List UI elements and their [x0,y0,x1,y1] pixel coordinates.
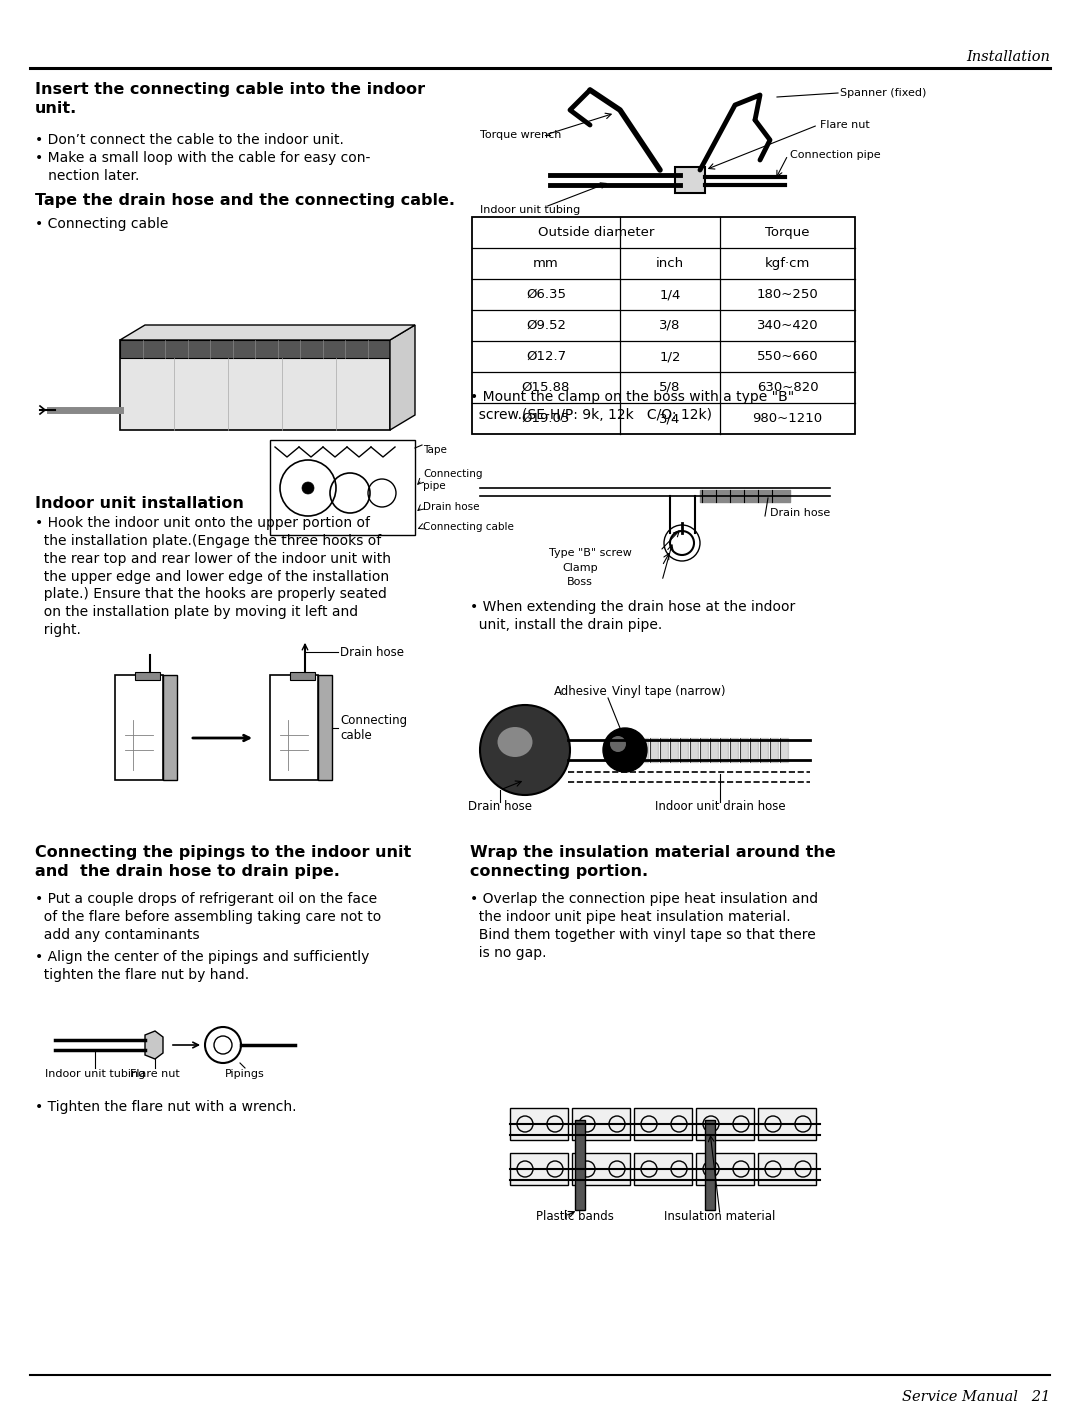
Bar [291,672,315,680]
Text: • Connecting cable: • Connecting cable [35,216,168,230]
Text: mm: mm [534,257,558,270]
Text: Type "B" screw: Type "B" screw [549,548,632,558]
Text: 550~660: 550~660 [757,350,819,362]
Text: 180~250: 180~250 [757,288,819,301]
Bar [572,1109,630,1139]
Text: Service Manual   21: Service Manual 21 [902,1390,1050,1404]
Text: Ø12.7: Ø12.7 [526,350,566,362]
Text: Plastic bands: Plastic bands [536,1210,613,1222]
Text: Connecting
pipe: Connecting pipe [423,469,483,490]
Text: • Align the center of the pipings and sufficiently
  tighten the flare nut by ha: • Align the center of the pipings and su… [35,950,369,982]
Bar [634,1154,692,1184]
Text: Pipings: Pipings [225,1069,265,1079]
Text: inch: inch [656,257,684,270]
Text: 5/8: 5/8 [659,381,680,393]
Bar [270,674,318,780]
Bar [163,674,177,780]
Bar [575,1120,585,1210]
Bar [510,1154,568,1184]
Text: Spanner (fixed): Spanner (fixed) [840,89,927,98]
Text: Connecting
cable: Connecting cable [340,714,407,742]
Text: Indoor unit tubing: Indoor unit tubing [480,205,580,215]
Text: Indoor unit tubing: Indoor unit tubing [45,1069,145,1079]
Text: Tape the drain hose and the connecting cable.: Tape the drain hose and the connecting c… [35,192,455,208]
Text: Ø6.35: Ø6.35 [526,288,566,301]
Text: Connecting cable: Connecting cable [423,523,514,532]
Bar [135,672,160,680]
Bar [472,216,855,434]
Bar [696,1109,754,1139]
Ellipse shape [498,726,532,757]
Bar [758,1109,816,1139]
Text: Torque wrench: Torque wrench [480,131,562,140]
Text: Drain hose: Drain hose [340,645,404,659]
Text: Clamp: Clamp [563,563,598,573]
Text: Drain hose: Drain hose [770,509,831,518]
Text: 340~420: 340~420 [757,319,819,332]
Text: Adhesive: Adhesive [554,686,608,698]
Circle shape [603,728,647,771]
Bar [270,440,415,535]
Polygon shape [145,1031,163,1059]
Text: 980~1210: 980~1210 [753,412,823,424]
Text: kgf·cm: kgf·cm [765,257,810,270]
Text: Torque: Torque [766,226,810,239]
Text: • Hook the indoor unit onto the upper portion of
  the installation plate.(Engag: • Hook the indoor unit onto the upper po… [35,516,391,636]
Text: Flare nut: Flare nut [130,1069,180,1079]
Text: Vinyl tape (narrow): Vinyl tape (narrow) [612,686,726,698]
Text: 1/2: 1/2 [659,350,680,362]
Text: Tape: Tape [423,445,447,455]
Bar [705,1120,715,1210]
Ellipse shape [480,705,570,795]
Text: Connection pipe: Connection pipe [789,150,880,160]
Text: Drain hose: Drain hose [423,502,480,511]
Text: Insert the connecting cable into the indoor
unit.: Insert the connecting cable into the ind… [35,81,426,115]
Text: Ø9.52: Ø9.52 [526,319,566,332]
Bar [120,340,390,430]
Polygon shape [390,325,415,430]
Text: • Don’t connect the cable to the indoor unit.: • Don’t connect the cable to the indoor … [35,133,343,148]
Text: Outside diameter: Outside diameter [538,226,654,239]
Text: Connecting the pipings to the indoor unit
and  the drain hose to drain pipe.: Connecting the pipings to the indoor uni… [35,844,411,878]
Text: 1/4: 1/4 [659,288,680,301]
Bar [114,674,163,780]
Text: Ø19.05: Ø19.05 [522,412,570,424]
Text: • Overlap the connection pipe heat insulation and
  the indoor unit pipe heat in: • Overlap the connection pipe heat insul… [470,892,819,960]
Text: • When extending the drain hose at the indoor
  unit, install the drain pipe.: • When extending the drain hose at the i… [470,600,795,632]
Bar [758,1154,816,1184]
Polygon shape [120,325,415,340]
Text: 630~820: 630~820 [757,381,819,393]
Text: • Mount the clamp on the boss with a type "B"
  screw.(SE-H/P: 9k, 12k   C/O: 12: • Mount the clamp on the boss with a typ… [470,391,794,422]
Text: Drain hose: Drain hose [468,799,532,813]
Circle shape [302,482,314,495]
Text: • Make a small loop with the cable for easy con-
   nection later.: • Make a small loop with the cable for e… [35,150,370,183]
Text: 3/8: 3/8 [659,319,680,332]
Text: Indoor unit drain hose: Indoor unit drain hose [654,799,785,813]
Bar [318,674,332,780]
Text: • Tighten the flare nut with a wrench.: • Tighten the flare nut with a wrench. [35,1100,297,1114]
Text: • Put a couple drops of refrigerant oil on the face
  of the flare before assemb: • Put a couple drops of refrigerant oil … [35,892,381,941]
Bar [572,1154,630,1184]
Text: Installation: Installation [967,51,1050,65]
Circle shape [610,736,626,752]
Bar [120,340,390,358]
Text: Insulation material: Insulation material [664,1210,775,1222]
Text: Boss: Boss [567,577,593,587]
Bar [696,1154,754,1184]
Text: Indoor unit installation: Indoor unit installation [35,496,244,511]
Text: 3/4: 3/4 [659,412,680,424]
Text: Flare nut: Flare nut [820,119,869,131]
Text: Wrap the insulation material around the
connecting portion.: Wrap the insulation material around the … [470,844,836,878]
Bar [510,1109,568,1139]
Text: Ø15.88: Ø15.88 [522,381,570,393]
Bar [634,1109,692,1139]
FancyBboxPatch shape [675,167,705,192]
